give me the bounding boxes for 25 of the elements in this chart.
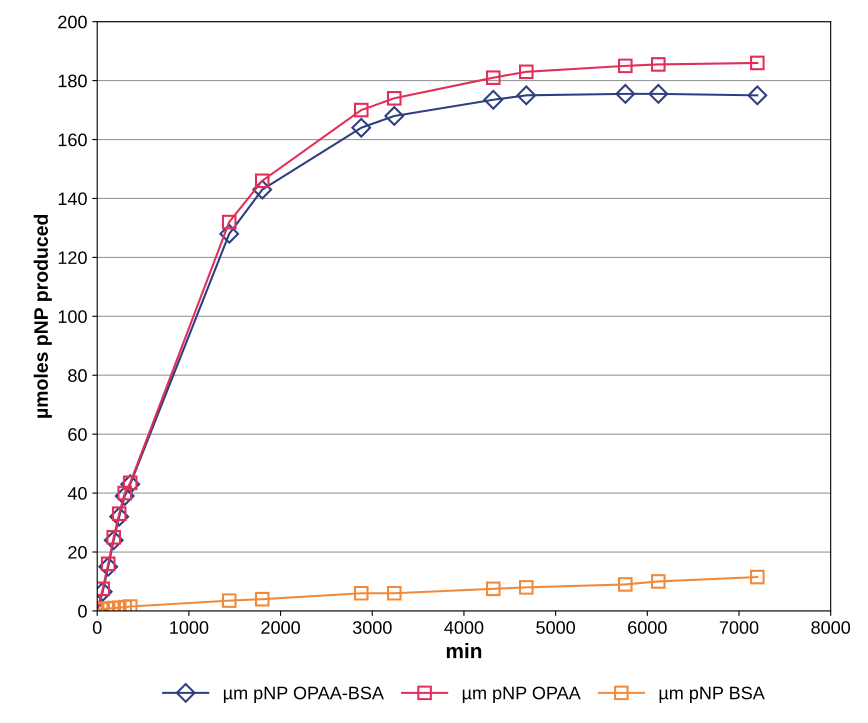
- x-tick-label: 8000: [811, 621, 850, 634]
- y-tick-label: 0: [78, 604, 87, 618]
- x-tick-label: 7000: [720, 621, 758, 634]
- y-tick-label: 100: [58, 310, 87, 324]
- x-tick-label: 5000: [536, 621, 576, 634]
- y-tick-label: 200: [58, 16, 87, 28]
- x-tick-label: 4000: [444, 621, 484, 634]
- legend-label: µm pNP OPAA: [462, 686, 581, 703]
- x-axis-title: min: [446, 643, 482, 658]
- x-tick-label: 1000: [170, 621, 208, 634]
- legend-label: µm pNP OPAA-BSA: [224, 686, 384, 703]
- y-tick-label: 180: [58, 74, 87, 88]
- y-tick-label: 40: [68, 487, 87, 500]
- x-tick-label: 3000: [352, 621, 392, 634]
- y-tick-label: 60: [68, 428, 87, 441]
- y-tick-label: 160: [58, 133, 87, 146]
- y-tick-label: 80: [68, 369, 87, 382]
- y-tick-label: 120: [58, 251, 87, 264]
- legend-label: µm pNP BSA: [660, 686, 765, 703]
- x-tick-label: 6000: [628, 621, 667, 634]
- y-axis-title: µmoles pNP produced: [34, 214, 52, 418]
- x-tick-label: 2000: [261, 621, 300, 634]
- y-tick-label: 20: [68, 546, 87, 559]
- x-tick-label: 0: [92, 621, 102, 634]
- y-tick-label: 140: [58, 192, 87, 206]
